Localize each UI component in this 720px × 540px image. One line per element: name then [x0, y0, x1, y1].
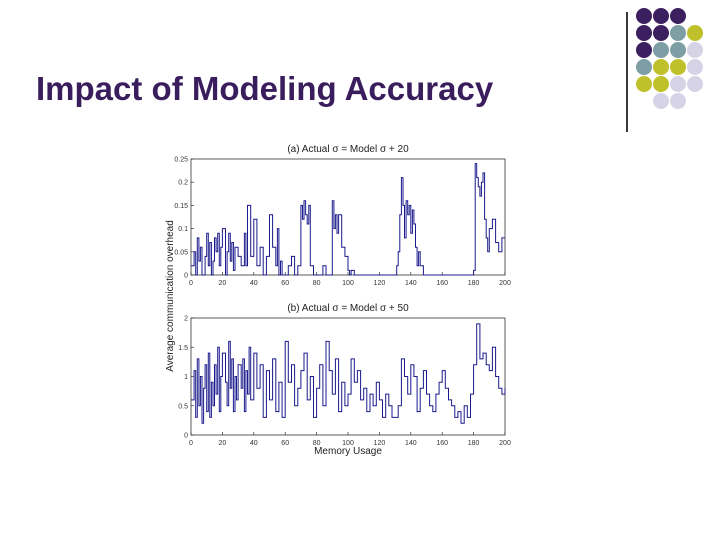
decorative-dot [670, 42, 686, 58]
plot-frame-a [190, 158, 506, 276]
decorative-dot [636, 76, 652, 92]
x-tick-label: 0 [189, 440, 193, 447]
decorative-dot [653, 93, 669, 109]
decorative-dot [636, 59, 652, 75]
y-tick-label: 0.15 [174, 203, 188, 210]
y-tick-label: 0.1 [178, 226, 188, 233]
y-tick-label: 0 [184, 273, 188, 280]
decorative-dot [653, 59, 669, 75]
decorative-dot [636, 25, 652, 41]
decorative-dot [687, 25, 703, 41]
x-tick-label: 200 [499, 440, 511, 447]
decorative-dot [670, 25, 686, 41]
x-tick-label: 120 [374, 440, 386, 447]
decorative-dot [653, 76, 669, 92]
y-tick-label: 0 [184, 433, 188, 440]
decorative-dot [653, 8, 669, 24]
series-line-b [191, 323, 506, 424]
x-tick-label: 100 [342, 440, 354, 447]
decorative-dot [670, 76, 686, 92]
x-tick-label: 40 [250, 280, 258, 287]
y-tick-label: 0.25 [174, 157, 188, 164]
x-tick-label: 0 [189, 280, 193, 287]
y-tick-label: 0.05 [174, 249, 188, 256]
x-tick-label: 20 [219, 440, 227, 447]
x-tick-label: 120 [374, 280, 386, 287]
y-tick-label: 0.2 [178, 180, 188, 187]
decorative-dot [670, 59, 686, 75]
x-tick-label: 40 [250, 440, 258, 447]
decorative-dot [636, 8, 652, 24]
y-tick-label: 1.5 [178, 345, 188, 352]
chart-panel-b: (b) Actual σ = Model σ + 50 0 20 40 60 80 100… [178, 303, 511, 457]
x-tick-label: 80 [313, 440, 321, 447]
decorative-dot [653, 25, 669, 41]
y-tick-label: 0.5 [178, 403, 188, 410]
decorative-dot [670, 8, 686, 24]
decorative-dot [670, 93, 686, 109]
series-line-path [191, 163, 505, 276]
axis-ticks-a: 0 20 40 60 80 100 120 140 160 180 200 0 0.05 0.1 0.15 0… [174, 157, 511, 288]
decorative-divider-line [626, 12, 628, 132]
x-tick-label: 200 [499, 280, 511, 287]
series-line-path [191, 323, 506, 424]
y-tick-label: 2 [184, 316, 188, 323]
chart-title-a: (a) Actual σ = Model σ + 20 [287, 144, 409, 155]
x-tick-label: 20 [219, 280, 227, 287]
chart-figure: Average communication overhead (a) Actua… [165, 144, 511, 457]
decorative-dot [687, 59, 703, 75]
x-tick-label: 80 [313, 280, 321, 287]
x-tick-label: 160 [436, 280, 448, 287]
decorative-dot [636, 42, 652, 58]
series-line-a [191, 163, 505, 276]
x-tick-label: 180 [468, 280, 480, 287]
x-axis-label-b: Memory Usage [314, 446, 382, 457]
x-tick-label: 60 [281, 280, 289, 287]
x-tick-label: 60 [281, 440, 289, 447]
chart-panel-a: (a) Actual σ = Model σ + 20 0 20 40 60 80 100… [174, 144, 511, 287]
decorative-dot [653, 42, 669, 58]
x-tick-label: 140 [405, 440, 417, 447]
decorative-dot [687, 42, 703, 58]
y-tick-label: 1 [184, 374, 188, 381]
slide-title: Impact of Modeling Accuracy [36, 70, 494, 107]
chart-title-b: (b) Actual σ = Model σ + 50 [287, 303, 409, 314]
x-tick-label: 100 [342, 280, 354, 287]
plot-frame-b [190, 317, 506, 436]
shared-y-axis-label: Average communication overhead [165, 220, 176, 372]
x-tick-label: 160 [436, 440, 448, 447]
x-tick-label: 180 [468, 440, 480, 447]
axis-ticks-b: 0 20 40 60 80 100 120 140 160 180 200 0 0.5 1 1.5 2 [178, 316, 511, 448]
decorative-dot [687, 76, 703, 92]
x-tick-label: 140 [405, 280, 417, 287]
